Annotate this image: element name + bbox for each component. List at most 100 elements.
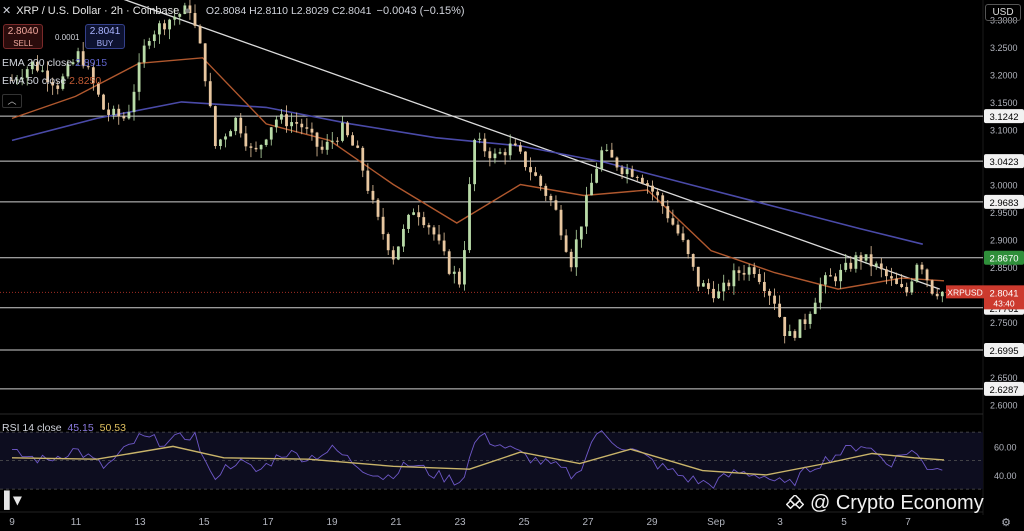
collapse-legend-button[interactable]: ︿	[2, 94, 22, 108]
candle-body	[656, 191, 660, 196]
candle-body	[757, 274, 761, 282]
candle-body	[371, 190, 375, 200]
candle-body	[402, 228, 405, 247]
candle-body	[178, 13, 182, 17]
candle-body	[224, 136, 227, 140]
candle-body	[10, 79, 14, 81]
y-tick-label: 2.9500	[990, 208, 1018, 218]
tradingview-logo-icon[interactable]: ▌▾	[4, 492, 21, 509]
candle-body	[762, 281, 766, 292]
sell-button[interactable]: 2.8040 SELL	[3, 24, 43, 49]
candle-body	[778, 303, 782, 317]
candle-body	[437, 234, 441, 241]
candle-body	[768, 291, 771, 296]
candle-body	[488, 151, 492, 159]
candle-body	[56, 85, 60, 89]
candle-body	[152, 34, 156, 42]
settings-gear-icon[interactable]: ⚙	[1001, 516, 1011, 529]
candle-body	[61, 76, 65, 89]
sell-price: 2.8040	[7, 26, 39, 37]
y-tick-label: 3.0000	[990, 180, 1018, 190]
candle-body	[188, 5, 192, 14]
candle-body	[193, 13, 197, 26]
rsi-legend[interactable]: RSI 14 close 45.15 50.53	[2, 422, 126, 434]
candle-body	[102, 94, 105, 110]
candle-body	[539, 175, 543, 186]
candle-body	[15, 79, 19, 81]
candle-body	[412, 212, 416, 215]
x-tick-label: 23	[454, 517, 466, 528]
candle-body	[310, 128, 314, 133]
candle-body	[285, 114, 288, 127]
candle-body	[605, 149, 609, 151]
candle-body	[274, 119, 278, 128]
candle-body	[508, 143, 512, 156]
candle-body	[269, 127, 273, 140]
ema50-label: EMA 50 close	[2, 75, 67, 87]
candle-body	[844, 262, 848, 270]
candle-body	[737, 270, 741, 273]
x-tick-label: 13	[134, 517, 146, 528]
candle-body	[849, 262, 853, 269]
chevron-up-icon: ︿	[7, 96, 17, 106]
candle-body	[859, 255, 863, 261]
candle-body	[874, 263, 878, 267]
candle-body	[468, 184, 471, 251]
candle-body	[376, 199, 380, 217]
last-price-label: 2.8041	[989, 288, 1018, 299]
buy-button[interactable]: 2.8041 BUY	[85, 24, 125, 49]
candle-body	[864, 254, 868, 261]
candle-body	[356, 145, 360, 148]
candle-body	[691, 254, 695, 267]
ema50-legend[interactable]: EMA 50 close 2.8250	[2, 75, 101, 87]
currency-selector[interactable]: USD	[985, 4, 1021, 21]
candle-body	[590, 182, 593, 196]
candle-body	[813, 302, 817, 314]
level-tag	[984, 342, 1024, 357]
candle-body	[518, 145, 522, 152]
candle-body	[447, 251, 451, 274]
candle-body	[427, 225, 431, 228]
candle-body	[432, 227, 436, 235]
ema200-legend[interactable]: EMA 200 close 2.8915	[2, 57, 107, 69]
candle-body	[661, 195, 665, 207]
last-price-tag	[984, 285, 1024, 310]
level-tag	[984, 154, 1024, 169]
y-tick-label: 2.8500	[990, 263, 1018, 273]
candle-body	[600, 150, 604, 169]
candle-body	[335, 140, 339, 142]
candle-body	[529, 167, 532, 173]
candle-body	[574, 239, 578, 268]
candle-body	[91, 67, 95, 84]
level-tag-label: 3.1242	[989, 112, 1018, 123]
candle-body	[635, 176, 639, 178]
candle-body	[818, 284, 822, 303]
symbol-title[interactable]: XRP / U.S. Dollar · 2h · Coinbase	[16, 4, 180, 17]
x-tick-label: 9	[9, 517, 15, 528]
close-icon[interactable]: ✕	[2, 5, 12, 17]
rsi-ma-value: 50.53	[99, 422, 126, 434]
candle-body	[259, 144, 263, 150]
watermark: @ Crypto Economy	[786, 492, 984, 515]
x-tick-label: Sep	[707, 517, 725, 528]
x-tick-label: 15	[198, 517, 210, 528]
candle-body	[884, 269, 888, 277]
x-tick-label: 27	[582, 517, 594, 528]
candle-body	[396, 246, 400, 260]
candle-body	[417, 212, 421, 218]
candle-body	[620, 167, 624, 175]
candle-body	[132, 91, 136, 113]
x-tick-label: 7	[905, 517, 911, 528]
candle-body	[86, 66, 90, 68]
candle-body	[569, 251, 573, 268]
level-tag-label: 2.8670	[989, 254, 1018, 265]
candle-body	[895, 278, 898, 284]
candle-body	[579, 226, 583, 240]
y-tick-label: 2.9000	[990, 236, 1018, 246]
candle-body	[651, 185, 654, 192]
spread-value: 0.0001	[55, 33, 80, 42]
x-tick-label: 29	[646, 517, 658, 528]
candle-body	[330, 140, 334, 142]
candle-body	[386, 234, 390, 251]
